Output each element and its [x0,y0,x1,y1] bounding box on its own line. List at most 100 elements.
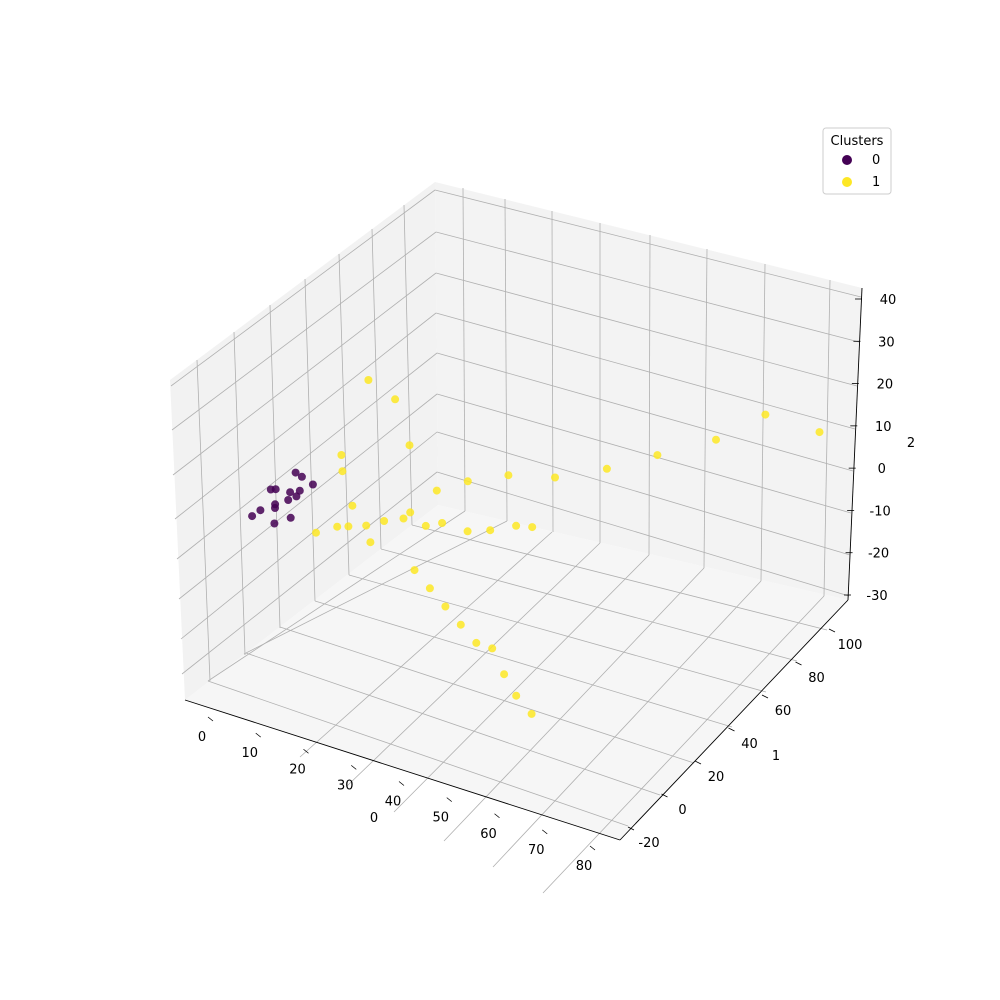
y-tick-mark [627,826,635,831]
data-point-cluster-1 [528,523,537,532]
x-tick-label: 0 [198,730,206,745]
data-point-cluster-1 [362,521,371,530]
gridline [269,304,281,629]
x-tick-mark [398,781,405,786]
y-tick-mark [661,793,668,798]
data-point-cluster-1 [425,584,434,593]
data-point-cluster-1 [815,428,824,437]
data-point-cluster-1 [488,644,497,653]
data-point-cluster-0 [286,513,295,522]
x-tick-mark [207,716,214,722]
gridline [760,263,766,582]
data-point-cluster-1 [405,441,414,450]
z-tick-label: -10 [870,504,891,519]
data-point-cluster-1 [486,526,495,535]
y-tick-mark [795,661,802,666]
axes [184,287,863,841]
data-point-cluster-1 [441,602,450,611]
ticks: 01020304050607080-20020406080100-30-20-1… [198,293,896,874]
gridline [299,531,553,758]
data-point-cluster-1 [512,691,521,700]
x-tick-mark [542,829,548,835]
y-tick-label: 60 [775,704,792,719]
gridline [492,580,762,868]
data-point-cluster-0 [271,504,279,512]
y-tick-label: 80 [808,671,825,686]
data-point-cluster-0 [256,506,265,515]
gridline [174,312,437,520]
gridline [178,393,438,600]
data-point-cluster-1 [456,620,465,629]
data-point-cluster-0 [248,512,257,521]
gridline [436,431,851,556]
z-axis-line [847,287,863,601]
data-point-cluster-1 [333,522,342,531]
scatter-points [248,376,824,718]
gridline [648,234,651,556]
gridline [304,278,316,602]
gridline [436,471,850,597]
z-tick-label: 0 [878,462,886,477]
gridline [172,272,437,476]
x-tick-label: 10 [241,746,258,761]
legend-marker-0 [842,155,852,165]
gridline [411,524,828,631]
x-tick-label: 70 [528,843,545,858]
data-point-cluster-1 [472,638,481,647]
legend-marker-1 [842,177,852,187]
data-point-cluster-1 [366,538,375,547]
gridline [170,189,436,387]
y-tick-mark [828,628,836,633]
gridlines [170,187,862,894]
y-axis-title: 1 [772,749,780,764]
legend: Clusters 0 1 [822,127,892,195]
data-point-cluster-1 [348,501,357,510]
gridline [436,393,852,514]
pane-xz-back [170,182,438,700]
z-tick-label: -20 [868,547,889,562]
data-point-cluster-1 [602,464,611,473]
y-tick-label: -20 [638,836,659,851]
data-point-cluster-1 [410,566,419,575]
x-tick-label: 40 [385,795,402,810]
gridline [207,510,466,682]
x-tick-label: 60 [480,827,497,842]
gridline [180,431,438,640]
data-point-cluster-1 [380,517,389,525]
gridline [314,600,733,728]
gridline [542,595,825,894]
data-point-cluster-1 [500,670,509,679]
gridline [380,548,798,662]
gridline [176,352,438,560]
data-point-cluster-1 [391,395,400,404]
gridline [245,652,661,796]
gridline [181,471,438,675]
y-tick-label: 100 [838,638,863,653]
data-point-cluster-0 [270,519,279,528]
gridline [233,331,246,656]
data-point-cluster-1 [463,477,472,486]
z-tick-label: 20 [877,378,894,393]
x-tick-label: 20 [289,762,306,777]
x-axis-line [184,699,621,841]
gridline [436,352,854,472]
y-tick-label: 40 [741,737,758,752]
data-point-cluster-1 [432,486,441,495]
data-point-cluster-1 [653,451,662,460]
data-point-cluster-1 [512,521,521,530]
gridline [346,542,601,787]
panes [170,182,862,840]
data-point-cluster-0 [295,486,304,495]
data-point-cluster-1 [504,471,513,480]
data-point-cluster-1 [551,473,559,482]
x-axis-title: 0 [370,811,378,826]
y-tick-mark [694,760,702,765]
x-tick-mark [589,845,596,851]
data-point-cluster-1 [761,410,770,419]
legend-title: Clusters [831,134,884,149]
gridline [243,520,508,655]
x-tick-label: 50 [432,811,449,826]
data-point-cluster-0 [286,488,295,497]
data-point-cluster-0 [284,496,293,504]
